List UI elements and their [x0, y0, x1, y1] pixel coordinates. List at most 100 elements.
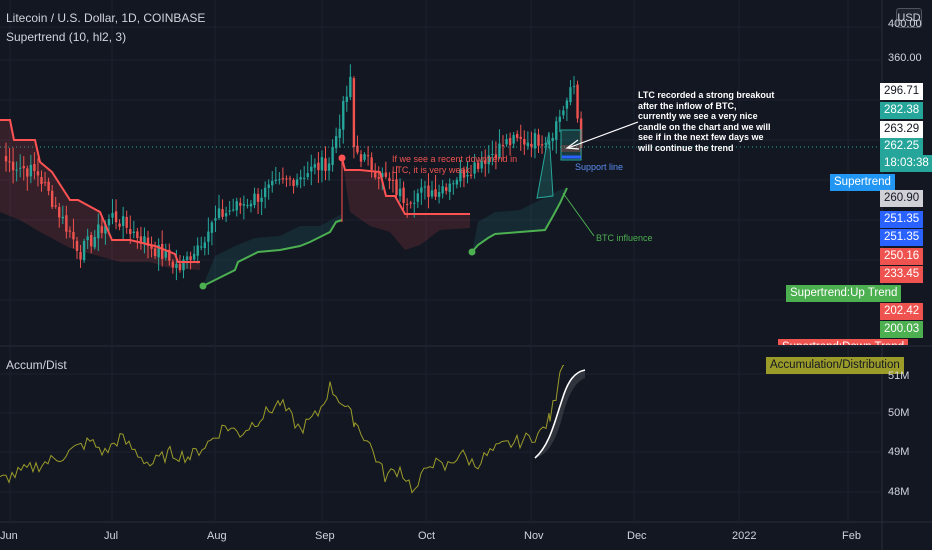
- candle-body: [125, 216, 128, 228]
- candle-body: [93, 236, 96, 248]
- candle-body: [356, 145, 359, 153]
- candle-body: [136, 231, 139, 239]
- candle-body: [555, 121, 558, 140]
- candle-body: [104, 225, 107, 234]
- candle-body: [480, 161, 483, 169]
- candle-body: [239, 202, 242, 206]
- breakout-annotation[interactable]: LTC recorded a strong breakout after the…: [638, 90, 775, 153]
- candle-body: [61, 216, 64, 219]
- downtrend-annotation[interactable]: If we see a recent downtrend in LTC, it …: [392, 154, 518, 175]
- uptrend-fill: [472, 188, 567, 252]
- candle-body: [519, 136, 522, 139]
- candle-body: [29, 164, 33, 177]
- candle-body: [569, 87, 572, 103]
- symbol-title[interactable]: Litecoin / U.S. Dollar, 1D, COINBASE: [6, 11, 206, 25]
- candle-body: [384, 172, 388, 177]
- candle-body: [271, 180, 274, 186]
- supertrend-lines: [0, 119, 568, 290]
- candle-body: [107, 219, 111, 226]
- candle-body: [427, 185, 430, 198]
- price-tick: 360.00: [888, 52, 922, 64]
- ad-tick: 51M: [888, 370, 910, 382]
- candle-body: [455, 179, 459, 185]
- accum-dist-line: [0, 364, 565, 494]
- candle-body: [370, 157, 373, 170]
- candle-body: [175, 264, 178, 268]
- ad-projection-curve: [534, 369, 586, 459]
- indicator-title[interactable]: Supertrend (10, hl2, 3): [6, 30, 127, 44]
- supertrend-down-label: Supertrend:Down Trend: [778, 339, 909, 345]
- downtrend-fill: [342, 158, 470, 250]
- candle-body: [338, 128, 341, 138]
- candle-body: [118, 223, 121, 227]
- candle-body: [68, 230, 72, 232]
- candle-body: [40, 177, 43, 184]
- candle-body: [86, 236, 89, 241]
- candle-body: [516, 133, 519, 139]
- candle-body: [58, 206, 61, 218]
- candle-body: [498, 143, 501, 158]
- candle-body: [228, 210, 231, 212]
- candle-body: [121, 216, 125, 226]
- candle-body: [178, 263, 182, 271]
- supertrend-up-line: [202, 219, 343, 287]
- candle-body: [533, 133, 537, 149]
- candle-body: [90, 234, 93, 247]
- candle-body: [448, 183, 451, 193]
- candle-body: [232, 209, 235, 211]
- candle-body: [469, 174, 473, 176]
- currency-button[interactable]: USD: [896, 8, 922, 28]
- candle-body: [377, 177, 380, 179]
- time-label: Jun: [0, 530, 18, 542]
- supertrend-up-label: Supertrend:Up Trend: [786, 285, 902, 302]
- candle-body: [210, 222, 214, 233]
- candle-body: [207, 231, 210, 242]
- candle-body: [487, 155, 490, 165]
- candle-body: [359, 154, 363, 162]
- candle-body: [100, 226, 104, 234]
- price-tag: 260.90: [880, 190, 924, 207]
- candle-body: [217, 208, 221, 218]
- candle-body: [253, 193, 256, 206]
- candle-body: [398, 188, 402, 197]
- candle-body: [292, 179, 295, 187]
- candle-body: [192, 253, 196, 260]
- candle-body: [494, 154, 498, 159]
- supertrend-buy-dot: [468, 248, 476, 256]
- candle-body: [352, 78, 356, 148]
- candle-body: [263, 187, 267, 198]
- candle-body: [537, 134, 540, 146]
- candle-body: [402, 187, 405, 204]
- time-label: Dec: [627, 530, 647, 542]
- candle-body: [11, 161, 15, 171]
- annotation-arrowhead: [565, 139, 580, 150]
- downtrend-fill: [0, 120, 200, 270]
- candle-body: [530, 143, 533, 147]
- ad-pane-title[interactable]: Accum/Dist: [6, 358, 67, 372]
- candle-body: [327, 163, 331, 171]
- candle-body: [189, 256, 192, 261]
- candle-body: [4, 155, 8, 162]
- candle-body: [576, 84, 579, 119]
- candle-body: [65, 215, 68, 232]
- time-label: Feb: [842, 530, 861, 542]
- candle-body: [242, 204, 246, 206]
- candle-body: [391, 179, 395, 182]
- candle-body: [299, 177, 302, 180]
- candle-body: [50, 190, 54, 207]
- btc-influence-label[interactable]: BTC influence: [596, 233, 653, 243]
- candle-body: [150, 245, 153, 249]
- candle-body: [558, 116, 561, 122]
- candle-body: [285, 178, 288, 180]
- candle-body: [26, 168, 29, 177]
- candle-body: [366, 155, 370, 157]
- candle-body: [526, 142, 530, 146]
- candle-body: [491, 153, 494, 155]
- supertrend-buy-dot: [199, 282, 207, 290]
- candle-body: [47, 181, 50, 191]
- candle-body: [505, 139, 508, 145]
- support-line-label[interactable]: Support line: [575, 162, 624, 172]
- candle-body: [164, 251, 167, 258]
